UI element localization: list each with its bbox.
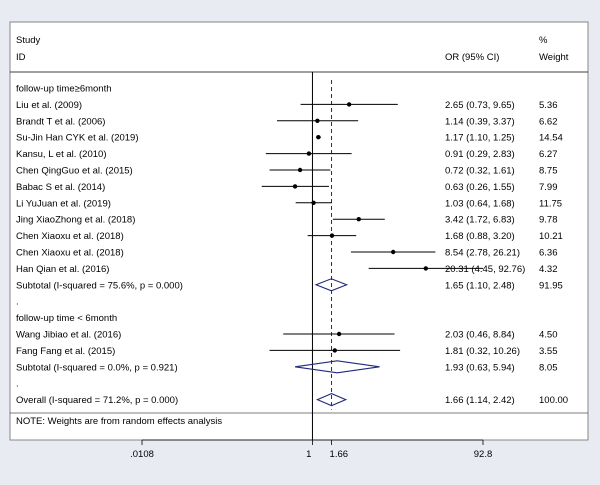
group-label-0: follow-up time≥6month bbox=[16, 84, 112, 95]
study-name-g0-s8: Chen Xiaoxu et al. (2018) bbox=[16, 231, 124, 242]
x-tick-label-3: 92.8 bbox=[474, 449, 493, 460]
study-weight-g0-s8: 10.21 bbox=[539, 231, 563, 242]
study-or-ci-g0-s4: 0.72 (0.32, 1.61) bbox=[445, 166, 515, 177]
point-estimate-g0-s3 bbox=[306, 151, 312, 156]
study-name-g0-s1: Brandt T et al. (2006) bbox=[16, 116, 105, 127]
study-weight-g0-s7: 9.78 bbox=[539, 215, 558, 226]
study-name-g0-s9: Chen Xiaoxu et al. (2018) bbox=[16, 248, 124, 259]
study-weight-g0-s2: 14.54 bbox=[539, 133, 563, 144]
study-or-ci-g0-s7: 3.42 (1.72, 6.83) bbox=[445, 215, 515, 226]
subtotal-1-label: Subtotal (I-squared = 0.0%, p = 0.921) bbox=[16, 362, 178, 373]
subtotal-0-diamond bbox=[314, 278, 349, 292]
subtotal-0-label: Subtotal (I-squared = 75.6%, p = 0.000) bbox=[16, 280, 183, 291]
point-estimate-g0-s2 bbox=[316, 135, 321, 140]
group-label-1: follow-up time < 6month bbox=[16, 313, 117, 324]
study-name-g0-s2: Su-Jin Han CYK et al. (2019) bbox=[16, 133, 139, 144]
x-tick-label-0: .0108 bbox=[130, 449, 154, 460]
subtotal-1-or-ci: 1.93 (0.63, 5.94) bbox=[445, 362, 515, 373]
study-weight-g0-s0: 5.36 bbox=[539, 100, 558, 111]
separator-dot-1: . bbox=[16, 379, 19, 390]
separator-dot-0: . bbox=[16, 297, 19, 308]
header-id: ID bbox=[16, 52, 26, 63]
subtotal-1-weight: 8.05 bbox=[539, 362, 558, 373]
point-estimate-g0-s1 bbox=[315, 118, 320, 124]
header-weight: Weight bbox=[539, 52, 569, 63]
point-estimate-g0-s8 bbox=[329, 233, 335, 238]
header-or-ci: OR (95% CI) bbox=[445, 52, 499, 63]
study-or-ci-g0-s9: 8.54 (2.78, 26.21) bbox=[445, 248, 520, 259]
point-estimate-g1-s0 bbox=[336, 331, 342, 337]
study-name-g0-s5: Babac S et al. (2014) bbox=[16, 182, 105, 193]
study-or-ci-g0-s10: 20.31 (4.45, 92.76) bbox=[445, 264, 525, 275]
point-estimate-g0-s9 bbox=[390, 249, 396, 255]
subtotal-0-or-ci: 1.65 (1.10, 2.48) bbox=[445, 280, 515, 291]
study-or-ci-g0-s2: 1.17 (1.10, 1.25) bbox=[445, 133, 515, 144]
study-weight-g0-s9: 6.36 bbox=[539, 248, 558, 259]
point-estimate-g0-s5 bbox=[292, 184, 298, 189]
study-name-g0-s6: Li YuJuan et al. (2019) bbox=[16, 198, 111, 209]
x-tick-label-1: 1 bbox=[306, 449, 311, 460]
study-or-ci-g0-s3: 0.91 (0.29, 2.83) bbox=[445, 149, 515, 160]
study-or-ci-g0-s1: 1.14 (0.39, 3.37) bbox=[445, 116, 515, 127]
study-name-g1-s0: Wang Jibiao et al. (2016) bbox=[16, 330, 121, 341]
study-or-ci-g0-s5: 0.63 (0.26, 1.55) bbox=[445, 182, 515, 193]
study-or-ci-g0-s6: 1.03 (0.64, 1.68) bbox=[445, 198, 515, 209]
overall-weight: 100.00 bbox=[539, 395, 568, 406]
study-name-g0-s3: Kansu, L et al. (2010) bbox=[16, 149, 106, 160]
point-estimate-g1-s1 bbox=[332, 348, 337, 353]
study-name-g0-s10: Han Qian et al. (2016) bbox=[16, 264, 109, 275]
plot-panel bbox=[9, 21, 589, 441]
study-weight-g0-s3: 6.27 bbox=[539, 149, 558, 160]
study-name-g0-s4: Chen QingGuo et al. (2015) bbox=[16, 166, 133, 177]
study-or-ci-g1-s0: 2.03 (0.46, 8.84) bbox=[445, 330, 515, 341]
study-weight-g0-s4: 8.75 bbox=[539, 166, 558, 177]
point-estimate-g0-s4 bbox=[297, 167, 303, 173]
overall-label: Overall (I-squared = 71.2%, p = 0.000) bbox=[16, 395, 178, 406]
subtotal-1-diamond bbox=[294, 360, 380, 374]
study-or-ci-g0-s8: 1.68 (0.88, 3.20) bbox=[445, 231, 515, 242]
header-study: Study bbox=[16, 35, 41, 46]
overall-diamond bbox=[315, 393, 348, 407]
subtotal-0-weight: 91.95 bbox=[539, 280, 563, 291]
study-weight-g1-s0: 4.50 bbox=[539, 330, 558, 341]
point-estimate-g0-s10 bbox=[423, 266, 429, 271]
point-estimate-g0-s0 bbox=[346, 102, 352, 107]
header-percent: % bbox=[539, 35, 548, 46]
overall-or-ci: 1.66 (1.14, 2.42) bbox=[445, 395, 515, 406]
footnote: NOTE: Weights are from random effects an… bbox=[16, 416, 222, 427]
study-weight-g0-s5: 7.99 bbox=[539, 182, 558, 193]
study-or-ci-g1-s1: 1.81 (0.32, 10.26) bbox=[445, 346, 520, 357]
study-weight-g0-s1: 6.62 bbox=[539, 116, 558, 127]
point-estimate-g0-s7 bbox=[356, 217, 361, 222]
study-weight-g1-s1: 3.55 bbox=[539, 346, 558, 357]
study-name-g1-s1: Fang Fang et al. (2015) bbox=[16, 346, 115, 357]
study-name-g0-s7: Jing XiaoZhong et al. (2018) bbox=[16, 215, 135, 226]
study-weight-g0-s6: 11.75 bbox=[539, 198, 562, 209]
study-weight-g0-s10: 4.32 bbox=[539, 264, 558, 275]
study-or-ci-g0-s0: 2.65 (0.73, 9.65) bbox=[445, 100, 515, 111]
x-tick-label-2: 1.66 bbox=[330, 449, 349, 460]
point-estimate-g0-s6 bbox=[311, 200, 316, 205]
study-name-g0-s0: Liu et al. (2009) bbox=[16, 100, 82, 111]
